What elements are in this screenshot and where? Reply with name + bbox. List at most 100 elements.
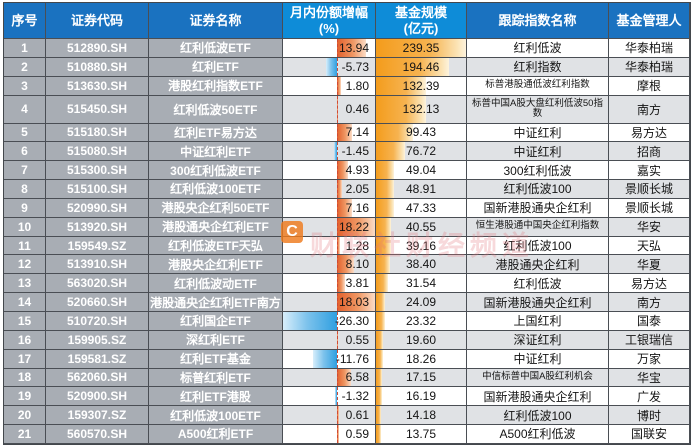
fund-manager-cell: 华宝 <box>609 368 690 388</box>
negative-change-bar <box>334 387 338 406</box>
negative-change-bar <box>325 57 338 76</box>
security-name-cell: 中证红利ETF <box>149 142 283 162</box>
security-code-cell: 159905.SZ <box>46 330 149 350</box>
table-row: 16 159905.SZ 深红利ETF 0.55 19.60 深证红利 工银瑞信 <box>4 330 690 350</box>
positive-change-bar <box>337 293 375 311</box>
fund-size-cell: 76.72 <box>376 142 467 162</box>
fund-size-cell: 48.91 <box>376 180 467 199</box>
security-name-cell: 港股央企红利50ETF <box>149 198 283 218</box>
negative-change-bar <box>283 311 338 330</box>
monthly-change-cell: 1.28 <box>283 236 376 256</box>
tracking-index-cell: 恒生港股通中国央企红利指数 <box>467 217 609 237</box>
table-row: 7 515300.SH 300红利低波ETF 4.93 49.04 300红利低波 嘉实 <box>4 161 690 181</box>
security-name-cell: 300红利低波ETF <box>149 161 283 181</box>
serial-number-cell: 6 <box>4 142 46 162</box>
tracking-index-cell: A500红利低波 <box>467 425 609 444</box>
zero-axis-line <box>337 76 339 95</box>
serial-number-cell: 3 <box>4 76 46 96</box>
fund-size-cell: 194.46 <box>376 57 467 77</box>
table-row: 2 510880.SH 红利ETF -5.73 194.46 红利指数 华泰柏瑞 <box>4 57 690 77</box>
fund-size-cell: 239.35 <box>376 39 467 58</box>
zero-axis-line <box>337 293 339 311</box>
fund-size-cell: 19.60 <box>376 330 467 350</box>
security-code-cell: 520990.SH <box>46 198 149 218</box>
security-name-cell: 红利ETF易方达 <box>149 123 283 143</box>
fund-size-bar <box>376 95 426 123</box>
table-row: 18 562060.SH 标普红利ETF 6.58 17.15 中信标普中国A股红利机会华… <box>4 368 690 388</box>
watermark-logo-icon: C <box>281 221 303 243</box>
fund-size-cell: 132.39 <box>376 76 467 96</box>
security-name-cell: 港股红利指数ETF <box>149 76 283 96</box>
serial-number-cell: 14 <box>4 293 46 312</box>
fund-manager-cell: 摩根 <box>609 76 690 96</box>
fund-size-bar <box>376 57 450 76</box>
fund-size-bar <box>376 123 414 142</box>
security-code-cell: 563020.SH <box>46 274 149 294</box>
fund-size-cell: 47.33 <box>376 198 467 218</box>
fund-size-bar <box>376 161 395 180</box>
security-name-cell: 港股通央企红利ETF南方 <box>149 293 283 312</box>
header-serial-number: 序号 <box>4 3 46 39</box>
tracking-index-cell: 红利低波100 <box>467 406 609 426</box>
fund-manager-cell: 工银瑞信 <box>609 330 690 350</box>
serial-number-cell: 11 <box>4 236 46 256</box>
monthly-change-cell: -5.73 <box>283 57 376 77</box>
tracking-index-cell: 红利低波100 <box>467 180 609 199</box>
table-row: 12 513910.SH 港股央企红利ETF 8.10 38.40 港股通央企红利 华夏 <box>4 255 690 275</box>
security-code-cell: 513920.SH <box>46 217 149 237</box>
fund-size-cell: 18.26 <box>376 349 467 369</box>
security-name-cell: 标普红利ETF <box>149 368 283 388</box>
security-code-cell: 515450.SH <box>46 95 149 124</box>
tracking-index-cell: 中证红利 <box>467 123 609 143</box>
security-name-cell: 红利ETF港股 <box>149 387 283 407</box>
security-code-cell: 510720.SH <box>46 311 149 331</box>
fund-size-bar <box>376 255 391 274</box>
fund-manager-cell: 易方达 <box>609 123 690 143</box>
serial-number-cell: 13 <box>4 274 46 294</box>
security-name-cell: 红利低波100ETF <box>149 180 283 199</box>
zero-axis-line <box>337 255 339 274</box>
fund-manager-cell: 万家 <box>609 349 690 369</box>
zero-axis-line <box>337 161 339 180</box>
monthly-change-cell: 2.05 <box>283 180 376 199</box>
fund-size-bar <box>376 330 384 349</box>
security-code-cell: 159549.SZ <box>46 236 149 256</box>
fund-size-cell: 99.43 <box>376 123 467 143</box>
fund-size-bar <box>376 180 395 198</box>
zero-axis-line <box>337 217 339 236</box>
security-code-cell: 513630.SH <box>46 76 149 96</box>
table-row: 14 520660.SH 港股通央企红利ETF南方 18.03 24.09 国新港股通央企… <box>4 293 690 312</box>
security-code-cell: 513910.SH <box>46 255 149 275</box>
positive-change-bar <box>337 39 367 57</box>
zero-axis-line <box>337 123 339 142</box>
fund-size-bar <box>376 274 388 293</box>
serial-number-cell: 1 <box>4 39 46 58</box>
positive-change-bar <box>337 198 353 217</box>
security-name-cell: 红利低波ETF <box>149 39 283 58</box>
tracking-index-cell: 标普港股通低波红利指数 <box>467 76 609 96</box>
fund-manager-cell: 国泰 <box>609 311 690 331</box>
tracking-index-cell: 上国红利 <box>467 311 609 331</box>
fund-size-bar <box>376 217 392 236</box>
table-row: 17 159581.SZ 红利ETF基金 -11.76 18.26 中证红利 万家 <box>4 349 690 369</box>
zero-axis-line <box>337 57 339 76</box>
zero-axis-line <box>337 330 339 349</box>
fund-size-cell: 23.32 <box>376 311 467 331</box>
security-code-cell: 159581.SZ <box>46 349 149 369</box>
security-name-cell: 港股央企红利ETF <box>149 255 283 275</box>
positive-change-bar <box>337 368 351 387</box>
fund-manager-cell: 华安 <box>609 217 690 237</box>
fund-size-bar <box>376 387 383 406</box>
security-name-cell: 红利国企ETF <box>149 311 283 331</box>
serial-number-cell: 12 <box>4 255 46 275</box>
serial-number-cell: 8 <box>4 180 46 199</box>
fund-size-bar <box>376 425 382 443</box>
zero-axis-line <box>337 95 339 123</box>
header-tracking-index: 跟踪指数名称 <box>467 3 609 39</box>
serial-number-cell: 10 <box>4 217 46 237</box>
fund-manager-cell: 博时 <box>609 406 690 426</box>
table-row: 20 159307.SZ 红利低波100ETF 0.61 14.18 红利低波100 博时 <box>4 406 690 426</box>
fund-size-cell: 38.40 <box>376 255 467 275</box>
security-name-cell: 红利ETF基金 <box>149 349 283 369</box>
fund-size-bar <box>376 142 405 161</box>
